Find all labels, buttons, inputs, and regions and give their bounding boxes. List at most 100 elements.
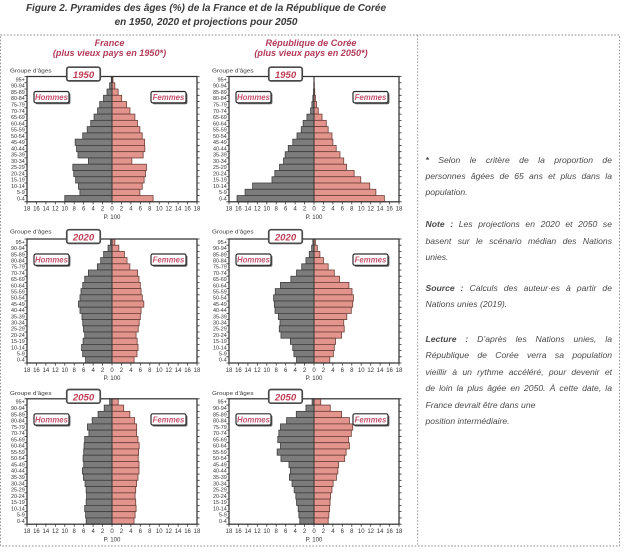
svg-text:16: 16 bbox=[386, 207, 393, 213]
svg-text:Hommes: Hommes bbox=[237, 256, 271, 265]
svg-text:40-44: 40-44 bbox=[11, 146, 25, 152]
svg-text:12: 12 bbox=[367, 529, 374, 535]
svg-text:65-69: 65-69 bbox=[213, 437, 227, 443]
svg-text:85-89: 85-89 bbox=[213, 252, 227, 258]
svg-text:8: 8 bbox=[350, 207, 354, 213]
svg-text:2050: 2050 bbox=[274, 392, 297, 403]
svg-text:65-69: 65-69 bbox=[11, 277, 25, 283]
svg-text:2050: 2050 bbox=[72, 392, 95, 403]
svg-text:16: 16 bbox=[184, 368, 191, 374]
svg-text:70-74: 70-74 bbox=[213, 109, 227, 115]
svg-text:25-29: 25-29 bbox=[213, 327, 227, 333]
svg-text:75-79: 75-79 bbox=[11, 425, 25, 431]
svg-text:Groupe d’âges: Groupe d’âges bbox=[212, 69, 254, 75]
svg-text:60-64: 60-64 bbox=[213, 121, 227, 127]
svg-text:1950: 1950 bbox=[275, 70, 297, 81]
svg-text:30-34: 30-34 bbox=[11, 321, 25, 327]
svg-text:2020: 2020 bbox=[274, 233, 297, 244]
svg-text:0-4: 0-4 bbox=[219, 196, 227, 202]
svg-text:P. 100: P. 100 bbox=[306, 375, 323, 382]
svg-text:Hommes: Hommes bbox=[237, 93, 271, 102]
svg-text:10-14: 10-14 bbox=[11, 184, 25, 190]
svg-text:4: 4 bbox=[293, 207, 297, 213]
svg-text:40-44: 40-44 bbox=[213, 469, 227, 475]
svg-text:80-84: 80-84 bbox=[11, 419, 25, 425]
svg-text:8: 8 bbox=[275, 368, 279, 374]
svg-text:45-49: 45-49 bbox=[213, 462, 227, 468]
svg-text:14: 14 bbox=[245, 529, 252, 535]
svg-text:35-39: 35-39 bbox=[213, 314, 227, 320]
svg-text:16: 16 bbox=[184, 529, 191, 535]
svg-text:16: 16 bbox=[184, 207, 191, 213]
svg-text:85-89: 85-89 bbox=[11, 90, 25, 96]
svg-text:2: 2 bbox=[101, 529, 105, 535]
svg-text:5-9: 5-9 bbox=[219, 513, 227, 519]
svg-text:6: 6 bbox=[284, 368, 288, 374]
svg-text:12: 12 bbox=[52, 207, 59, 213]
svg-text:95+: 95+ bbox=[218, 240, 227, 246]
svg-text:70-74: 70-74 bbox=[11, 271, 25, 277]
svg-text:16: 16 bbox=[235, 207, 242, 213]
svg-text:4: 4 bbox=[129, 207, 133, 213]
svg-text:2: 2 bbox=[101, 207, 105, 213]
svg-text:P. 100: P. 100 bbox=[306, 214, 323, 221]
svg-text:25-29: 25-29 bbox=[213, 165, 227, 171]
svg-text:18: 18 bbox=[24, 207, 31, 213]
svg-text:16: 16 bbox=[33, 529, 40, 535]
svg-text:0: 0 bbox=[110, 368, 114, 374]
svg-text:45-49: 45-49 bbox=[11, 462, 25, 468]
svg-text:2: 2 bbox=[101, 368, 105, 374]
svg-text:16: 16 bbox=[33, 368, 40, 374]
svg-text:75-79: 75-79 bbox=[213, 265, 227, 271]
svg-text:4: 4 bbox=[129, 368, 133, 374]
svg-text:14: 14 bbox=[43, 368, 50, 374]
svg-text:14: 14 bbox=[377, 529, 384, 535]
svg-text:18: 18 bbox=[24, 529, 31, 535]
svg-text:45-49: 45-49 bbox=[213, 140, 227, 146]
svg-text:6: 6 bbox=[82, 368, 86, 374]
svg-text:6: 6 bbox=[139, 207, 143, 213]
svg-text:70-74: 70-74 bbox=[11, 109, 25, 115]
svg-text:40-44: 40-44 bbox=[11, 469, 25, 475]
svg-text:35-39: 35-39 bbox=[213, 475, 227, 481]
svg-text:16: 16 bbox=[386, 368, 393, 374]
svg-text:14: 14 bbox=[245, 368, 252, 374]
svg-text:12: 12 bbox=[52, 368, 59, 374]
svg-text:12: 12 bbox=[165, 529, 172, 535]
svg-text:10: 10 bbox=[61, 207, 68, 213]
svg-text:10-14: 10-14 bbox=[11, 506, 25, 512]
svg-text:90-94: 90-94 bbox=[11, 406, 25, 412]
svg-text:15-19: 15-19 bbox=[213, 178, 227, 184]
svg-text:0-4: 0-4 bbox=[17, 358, 25, 364]
svg-text:16: 16 bbox=[235, 529, 242, 535]
svg-text:55-59: 55-59 bbox=[213, 450, 227, 456]
svg-text:8: 8 bbox=[73, 368, 77, 374]
svg-text:45-49: 45-49 bbox=[213, 302, 227, 308]
svg-text:18: 18 bbox=[194, 207, 201, 213]
svg-text:95+: 95+ bbox=[218, 400, 227, 406]
svg-text:30-34: 30-34 bbox=[11, 159, 25, 165]
svg-text:P. 100: P. 100 bbox=[104, 214, 121, 221]
svg-text:15-19: 15-19 bbox=[11, 178, 25, 184]
svg-text:25-29: 25-29 bbox=[213, 488, 227, 494]
svg-text:55-59: 55-59 bbox=[213, 128, 227, 134]
svg-text:4: 4 bbox=[331, 207, 335, 213]
svg-text:85-89: 85-89 bbox=[213, 90, 227, 96]
svg-text:80-84: 80-84 bbox=[11, 259, 25, 265]
svg-text:50-54: 50-54 bbox=[11, 134, 25, 140]
svg-text:12: 12 bbox=[254, 207, 261, 213]
svg-text:55-59: 55-59 bbox=[11, 128, 25, 134]
svg-text:20-24: 20-24 bbox=[213, 333, 227, 339]
svg-text:2: 2 bbox=[120, 207, 124, 213]
svg-text:25-29: 25-29 bbox=[11, 488, 25, 494]
svg-text:Femmes: Femmes bbox=[153, 93, 185, 102]
svg-text:6: 6 bbox=[139, 529, 143, 535]
svg-text:20-24: 20-24 bbox=[213, 494, 227, 500]
svg-text:Hommes: Hommes bbox=[237, 416, 271, 425]
svg-text:Groupe d’âges: Groupe d’âges bbox=[212, 230, 254, 236]
svg-text:65-69: 65-69 bbox=[213, 277, 227, 283]
svg-text:5-9: 5-9 bbox=[17, 190, 25, 196]
svg-text:90-94: 90-94 bbox=[213, 84, 227, 90]
svg-text:65-69: 65-69 bbox=[213, 115, 227, 121]
svg-text:4: 4 bbox=[293, 368, 297, 374]
